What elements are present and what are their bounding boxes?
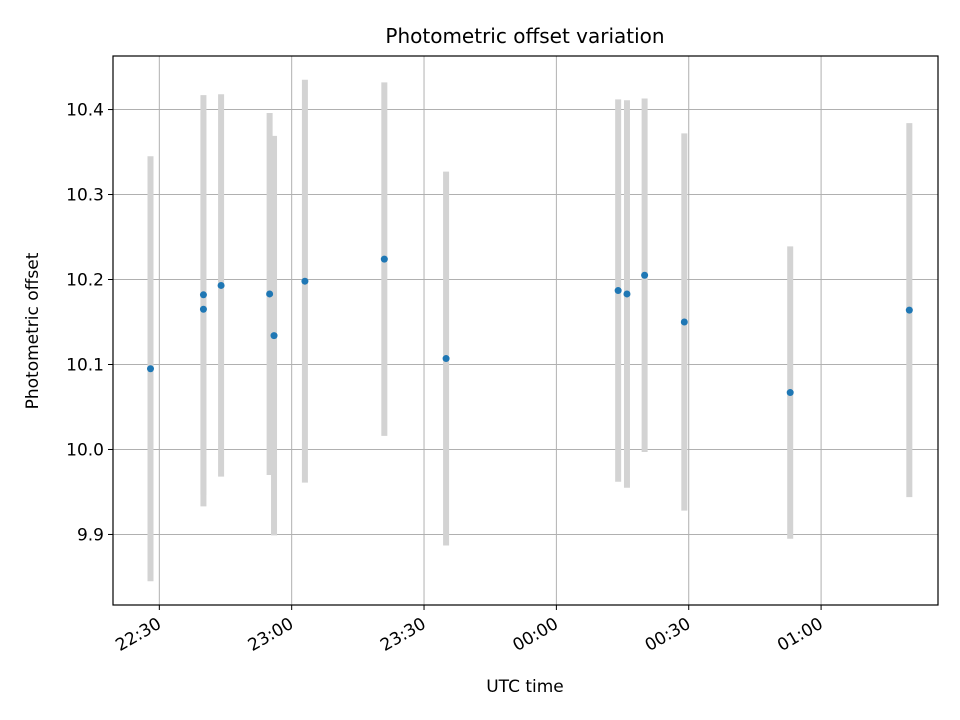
data-points — [147, 255, 913, 397]
data-point — [270, 332, 278, 340]
data-point — [217, 281, 225, 289]
plot-frame — [112, 55, 939, 606]
data-point — [199, 305, 207, 313]
y-tick-label: 10.1 — [66, 355, 104, 375]
x-tick-label: 23:00 — [245, 614, 297, 656]
data-point — [266, 290, 274, 298]
data-point — [905, 306, 913, 314]
y-tick-label: 10.0 — [66, 440, 104, 460]
y-axis-label: Photometric offset — [23, 252, 43, 409]
y-tick-label: 9.9 — [77, 525, 104, 545]
x-axis-label: UTC time — [486, 677, 564, 697]
x-tick-label: 01:00 — [774, 614, 826, 656]
data-point — [199, 291, 207, 299]
data-point — [786, 389, 794, 397]
data-point — [641, 271, 649, 279]
y-tick-label: 10.4 — [66, 101, 104, 121]
data-point — [623, 290, 631, 298]
data-point — [614, 287, 622, 295]
data-point — [301, 277, 309, 285]
grid-lines — [113, 56, 938, 605]
x-tick-label: 22:30 — [112, 614, 164, 656]
data-point — [380, 255, 388, 263]
y-tick-label: 10.3 — [66, 186, 104, 206]
data-point — [147, 365, 154, 373]
error-bars — [147, 79, 913, 582]
x-tick-label: 00:30 — [642, 614, 694, 656]
x-tick-label: 00:00 — [509, 614, 561, 656]
x-tick-label: 23:30 — [377, 614, 429, 656]
chart-title: Photometric offset variation — [385, 24, 664, 48]
axis-ticks — [108, 109, 822, 610]
data-point — [680, 318, 688, 326]
y-tick-label: 10.2 — [66, 271, 104, 291]
data-point — [442, 355, 450, 363]
